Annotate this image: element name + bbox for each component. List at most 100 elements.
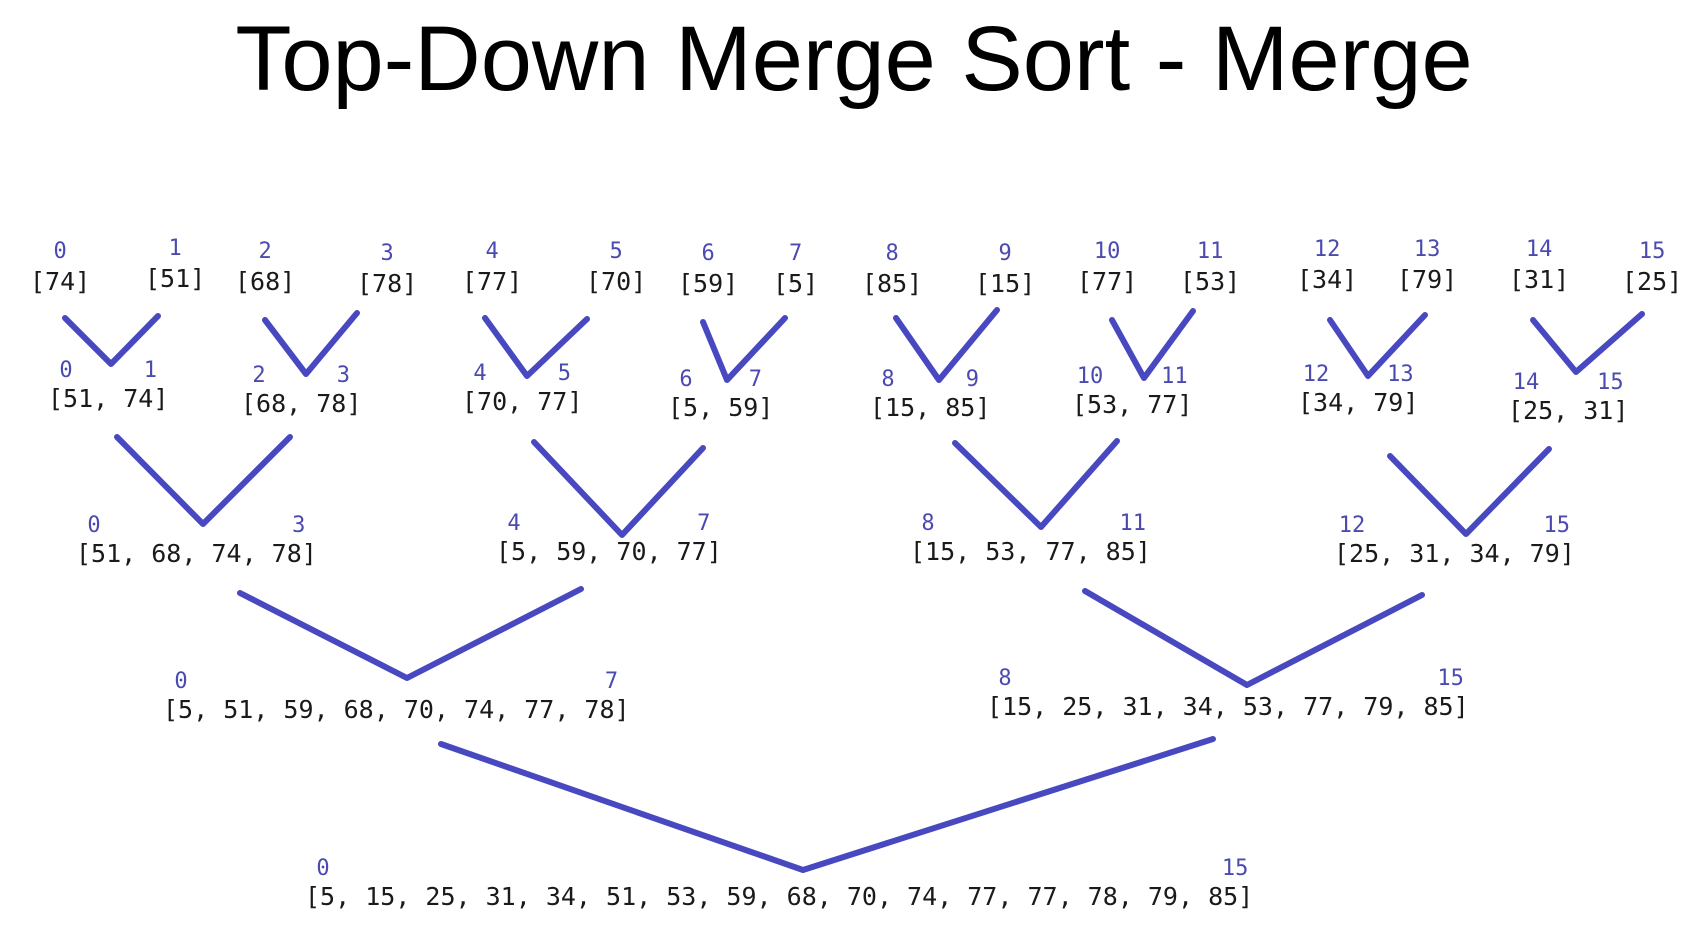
high-index-label: 9 [966,367,979,392]
subarray-values: [77] [462,267,522,296]
subarray-values: [5, 51, 59, 68, 70, 74, 77, 78] [163,695,630,724]
index-label: 0 [53,239,66,264]
subarray-node: [15, 25, 31, 34, 53, 77, 79, 85]8 15 [987,666,1469,721]
subarray-values: [53] [1180,267,1240,296]
subarray-node: [15] 9 [975,241,1035,298]
subarray-node: [79] 13 [1397,237,1457,294]
low-index-label: 0 [59,358,72,383]
subarray-node: [5, 59]6 7 [668,367,773,422]
low-index-label: 4 [473,361,486,386]
subarray-values: [25, 31, 34, 79] [1334,539,1575,568]
subarray-values: [74] [30,267,90,296]
index-label: 13 [1414,237,1441,262]
index-label: 15 [1639,239,1666,264]
subarray-node: [5, 59, 70, 77]4 7 [496,511,722,566]
merge-connector [1082,588,1425,688]
subarray-node: [15, 53, 77, 85]8 11 [910,511,1151,566]
high-index-label: 3 [292,513,305,538]
subarray-values: [25] [1622,267,1682,296]
subarray-values: [34, 79] [1298,388,1418,417]
low-index-label: 12 [1303,362,1330,387]
subarray-node: [68, 78]2 3 [241,363,361,418]
high-index-label: 7 [697,511,710,536]
subarray-node: [53] 11 [1180,239,1240,296]
subarray-node: [34] 12 [1297,237,1357,294]
high-index-label: 7 [605,669,618,694]
subarray-node: [70] 5 [586,239,646,296]
low-index-label: 14 [1513,370,1540,395]
high-index-label: 13 [1387,362,1414,387]
subarray-node: [68] 2 [235,239,295,296]
subarray-node: [74] 0 [30,239,90,296]
subarray-values: [70] [586,267,646,296]
merge-connector [952,438,1120,530]
index-label: 5 [609,239,622,264]
high-index-label: 15 [1597,370,1624,395]
index-label: 11 [1197,239,1224,264]
merge-connector [1327,312,1428,379]
high-index-label: 15 [1544,513,1571,538]
subarray-node: [78] 3 [357,241,417,298]
subarray-values: [51, 68, 74, 78] [76,539,317,568]
high-index-label: 1 [144,358,157,383]
subarray-node: [51] 1 [145,236,205,293]
high-index-label: 7 [749,367,762,392]
subarray-node: [31] 14 [1509,237,1569,294]
high-index-label: 11 [1120,511,1147,536]
subarray-values: [51] [145,264,205,293]
index-label: 7 [789,241,802,266]
subarray-values: [53, 77] [1072,390,1192,419]
merge-connector [1109,308,1196,381]
index-label: 10 [1094,239,1121,264]
subarray-node: [51, 68, 74, 78]0 3 [76,513,317,568]
subarray-values: [59] [678,269,738,298]
subarray-node: [59] 6 [678,241,738,298]
merge-connector [262,310,360,377]
index-label: 8 [885,241,898,266]
page-title: Top-Down Merge Sort - Merge [235,8,1473,110]
subarray-values: [78] [357,269,417,298]
subarray-node: [5, 15, 25, 31, 34, 51, 53, 59, 68, 70, … [305,856,1253,911]
merge-connector [62,313,161,367]
subarray-node: [34, 79]12 13 [1298,362,1418,417]
subarray-node: [25] 15 [1622,239,1682,296]
subarray-values: [25, 31] [1508,396,1628,425]
subarray-values: [5, 59] [668,393,773,422]
low-index-label: 6 [679,367,692,392]
high-index-label: 5 [558,361,571,386]
subarray-values: [15, 85] [870,393,990,422]
low-index-label: 8 [881,367,894,392]
high-index-label: 11 [1161,364,1188,389]
subarray-values: [68, 78] [241,389,361,418]
index-label: 12 [1314,237,1341,262]
index-label: 1 [168,236,181,261]
high-index-label: 3 [337,363,350,388]
low-index-label: 0 [316,856,329,881]
merge-connector [1387,446,1552,537]
subarray-values: [85] [862,269,922,298]
merge-connector [114,434,293,527]
index-label: 9 [998,241,1011,266]
subarray-values: [15, 25, 31, 34, 53, 77, 79, 85] [987,692,1469,721]
low-index-label: 12 [1339,513,1366,538]
high-index-label: 15 [1437,666,1464,691]
merge-connector [893,307,1000,383]
merge-connector [531,439,706,538]
subarray-values: [70, 77] [462,387,582,416]
merge-connector [237,586,584,681]
subarray-node: [25, 31]14 15 [1508,370,1628,425]
low-index-label: 8 [921,511,934,536]
low-index-label: 2 [252,363,265,388]
merge-connector [1530,311,1645,375]
subarray-node: [77] 10 [1077,239,1137,296]
subarray-node: [5]7 [773,241,818,298]
low-index-label: 8 [998,666,1011,691]
low-index-label: 10 [1077,364,1104,389]
subarray-node: [5, 51, 59, 68, 70, 74, 77, 78]0 7 [163,669,630,724]
subarray-values: [5, 59, 70, 77] [496,537,722,566]
index-label: 3 [380,241,393,266]
index-label: 2 [258,239,271,264]
subarray-node: [53, 77]10 11 [1072,364,1192,419]
subarray-node: [85] 8 [862,241,922,298]
